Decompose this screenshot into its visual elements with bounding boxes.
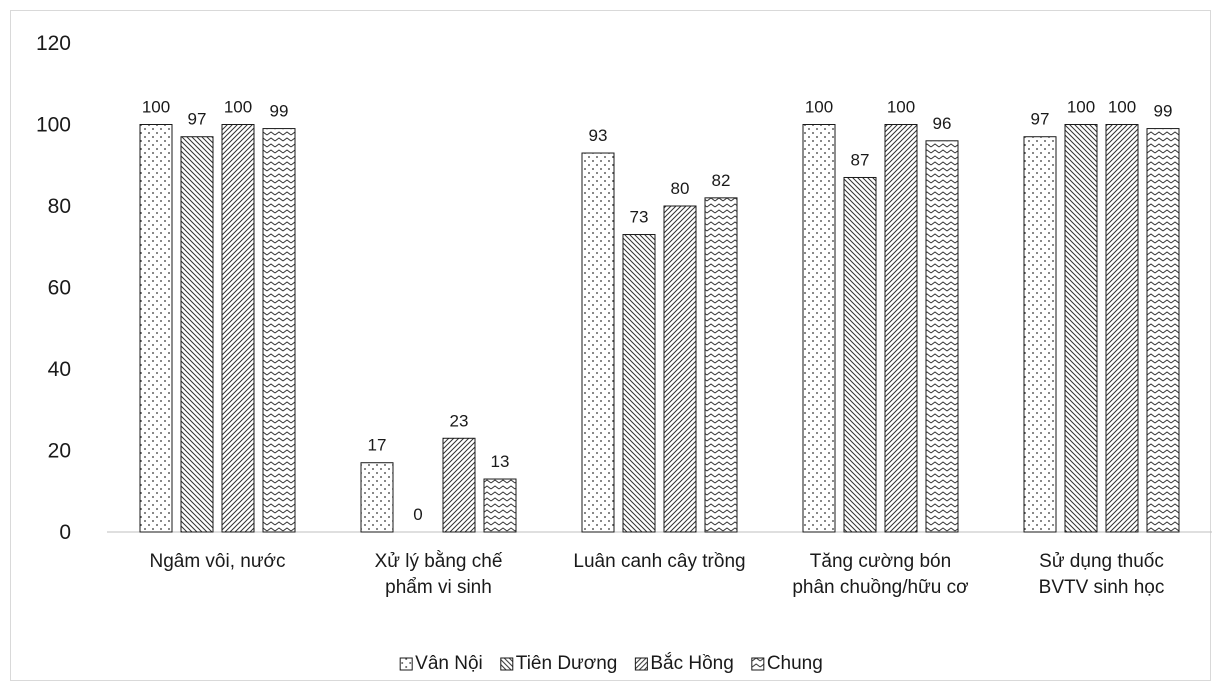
y-tick-label: 80	[48, 195, 71, 218]
category-label: Xử lý bằng chế	[375, 550, 503, 572]
bar	[1064, 124, 1098, 533]
bar	[360, 462, 394, 533]
legend-item: Chung	[751, 653, 823, 674]
bar	[581, 152, 615, 533]
bar	[483, 478, 517, 533]
data-label: 100	[1108, 98, 1136, 117]
data-label: 100	[887, 98, 915, 117]
legend-swatch	[751, 657, 765, 671]
bar	[139, 124, 173, 533]
y-tick-label: 0	[59, 521, 71, 544]
bar-chart: 0 20 40 60 80 100 120 100 97 100 99 17 0 23 13 93 73 80 8…	[36, 32, 1212, 674]
y-tick-label: 120	[36, 32, 71, 55]
data-label: 100	[142, 98, 170, 117]
bar	[1146, 128, 1180, 533]
legend: Vân Nội Tiên Dương Bắc Hồng Chung	[399, 652, 823, 674]
legend-swatch	[634, 657, 648, 671]
bars	[139, 124, 1180, 533]
data-label: 73	[630, 208, 649, 227]
category-label: Sử dụng thuốc	[1039, 551, 1164, 572]
data-label: 0	[413, 505, 422, 524]
bar	[925, 140, 959, 533]
category-label: phẩm vi sinh	[385, 577, 492, 598]
category-label: phân chuồng/hữu cơ	[792, 577, 968, 598]
data-label: 97	[188, 110, 207, 129]
legend-item: Vân Nội	[399, 653, 483, 674]
y-axis-ticks: 0 20 40 60 80 100 120	[36, 32, 71, 544]
bar	[262, 128, 296, 533]
data-label: 93	[589, 126, 608, 145]
bar	[442, 437, 476, 533]
legend-item: Bắc Hồng	[634, 652, 734, 674]
legend-label: Bắc Hồng	[650, 652, 733, 674]
bar	[843, 176, 877, 533]
category-labels: Ngâm vôi, nước Xử lý bằng chế phẩm vi sinh…	[149, 550, 1164, 598]
category-label: Tăng cường bón	[810, 551, 951, 572]
data-label: 100	[224, 98, 252, 117]
bar	[663, 205, 697, 533]
bar	[180, 136, 214, 533]
bar	[884, 124, 918, 533]
category-label: Luân canh cây trồng	[573, 551, 745, 572]
bar	[1023, 136, 1057, 533]
data-label: 99	[270, 102, 289, 121]
legend-label: Tiên Dương	[516, 653, 618, 674]
data-label: 96	[933, 114, 952, 133]
data-label: 23	[450, 411, 469, 430]
bar	[622, 234, 656, 533]
y-tick-label: 60	[48, 277, 71, 300]
legend-label: Chung	[767, 653, 823, 674]
data-label: 87	[851, 150, 870, 169]
category-label: Ngâm vôi, nước	[149, 551, 285, 572]
data-label: 17	[368, 436, 387, 455]
legend-items: Vân Nội Tiên Dương Bắc Hồng Chung	[399, 652, 823, 674]
legend-item: Tiên Dương	[500, 653, 618, 674]
data-label: 97	[1031, 110, 1050, 129]
legend-swatch	[399, 657, 413, 671]
data-label: 100	[805, 98, 833, 117]
y-tick-label: 20	[48, 440, 71, 463]
y-tick-label: 100	[36, 114, 71, 137]
data-label: 99	[1154, 102, 1173, 121]
bar	[704, 197, 738, 533]
data-label: 100	[1067, 98, 1095, 117]
y-tick-label: 40	[48, 358, 71, 381]
data-label: 80	[671, 179, 690, 198]
bar	[1105, 124, 1139, 533]
bar	[802, 124, 836, 533]
category-label: BVTV sinh học	[1039, 577, 1165, 598]
data-labels: 100 97 100 99 17 0 23 13 93 73 80 82 100 87 100 96 97 100…	[142, 98, 1173, 525]
chart-frame: 0 20 40 60 80 100 120 100 97 100 99 17 0 23 13 93 73 80 8…	[10, 10, 1212, 681]
data-label: 13	[491, 452, 510, 471]
data-label: 82	[712, 171, 731, 190]
legend-swatch	[500, 657, 514, 671]
legend-label: Vân Nội	[415, 653, 483, 674]
bar	[221, 124, 255, 533]
